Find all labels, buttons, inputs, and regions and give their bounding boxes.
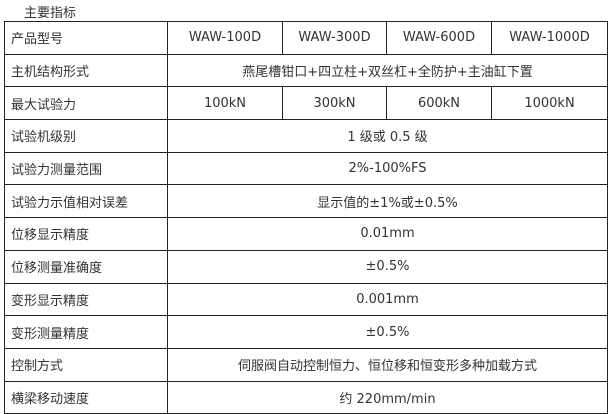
force-cell: 300kN (282, 86, 387, 121)
table-row: 变形测量精度 ±0.5% (4, 315, 608, 349)
row-value: 2%-100%FS (167, 151, 608, 186)
table-row: 位移显示精度 0.01mm (4, 217, 608, 251)
table-row: 变形显示精度 0.001mm (4, 282, 608, 317)
row-value: 约 220mm/min (167, 380, 608, 414)
table-row: 最大试验力 100kN 300kN 600kN 1000kN (4, 86, 608, 121)
row-label: 变形显示精度 (4, 282, 168, 317)
row-value: 燕尾槽钳口+四立柱+双丝杠+全防护+主油缸下置 (167, 53, 608, 88)
table-row: 横梁移动速度约 220mm/min (4, 380, 608, 414)
table-row: 试验力测量范围 2%-100%FS (4, 151, 608, 186)
row-value: 1 级或 0.5 级 (167, 119, 608, 153)
table-row: 产品型号 WAW-100D WAW-300D WAW-600D WAW-1000… (4, 21, 608, 55)
row-label: 试验力示值相对误差 (4, 184, 168, 219)
row-label: 位移显示精度 (4, 217, 168, 251)
row-label: 试验力测量范围 (4, 151, 168, 186)
row-label: 横梁移动速度 (4, 380, 168, 414)
model-cell: WAW-300D (282, 21, 387, 55)
model-cell: WAW-1000D (491, 21, 608, 55)
row-label: 变形测量精度 (4, 315, 168, 349)
row-label: 最大试验力 (4, 86, 168, 121)
row-value: ±0.5% (167, 249, 608, 284)
table-row: 试验力示值相对误差 显示值的±1%或±0.5% (4, 184, 608, 219)
row-label: 位移测量准确度 (4, 249, 168, 284)
row-label: 试验机级别 (4, 119, 168, 153)
row-value: 0.01mm (167, 217, 608, 251)
row-value: 伺服阀自动控制恒力、恒位移和恒变形多种加载方式 (167, 347, 608, 382)
row-value: ±0.5% (167, 315, 608, 349)
force-cell: 1000kN (491, 86, 608, 121)
row-label: 产品型号 (4, 21, 168, 55)
force-cell: 600kN (386, 86, 492, 121)
force-cell: 100kN (167, 86, 283, 121)
row-label: 控制方式 (4, 347, 168, 382)
table-row: 试验机级别 1 级或 0.5 级 (4, 119, 608, 153)
table-row: 主机结构形式 燕尾槽钳口+四立柱+双丝杠+全防护+主油缸下置 (4, 53, 608, 88)
section-title: 主要指标 (24, 6, 77, 21)
table-row: 位移测量准确度 ±0.5% (4, 249, 608, 284)
spec-table: 产品型号 WAW-100D WAW-300D WAW-600D WAW-1000… (4, 21, 608, 414)
row-value: 显示值的±1%或±0.5% (167, 184, 608, 219)
table-row: 控制方式 伺服阀自动控制恒力、恒位移和恒变形多种加载方式 (4, 347, 608, 382)
row-value: 0.001mm (167, 282, 608, 317)
model-cell: WAW-100D (167, 21, 283, 55)
model-cell: WAW-600D (386, 21, 492, 55)
row-label: 主机结构形式 (4, 53, 168, 88)
